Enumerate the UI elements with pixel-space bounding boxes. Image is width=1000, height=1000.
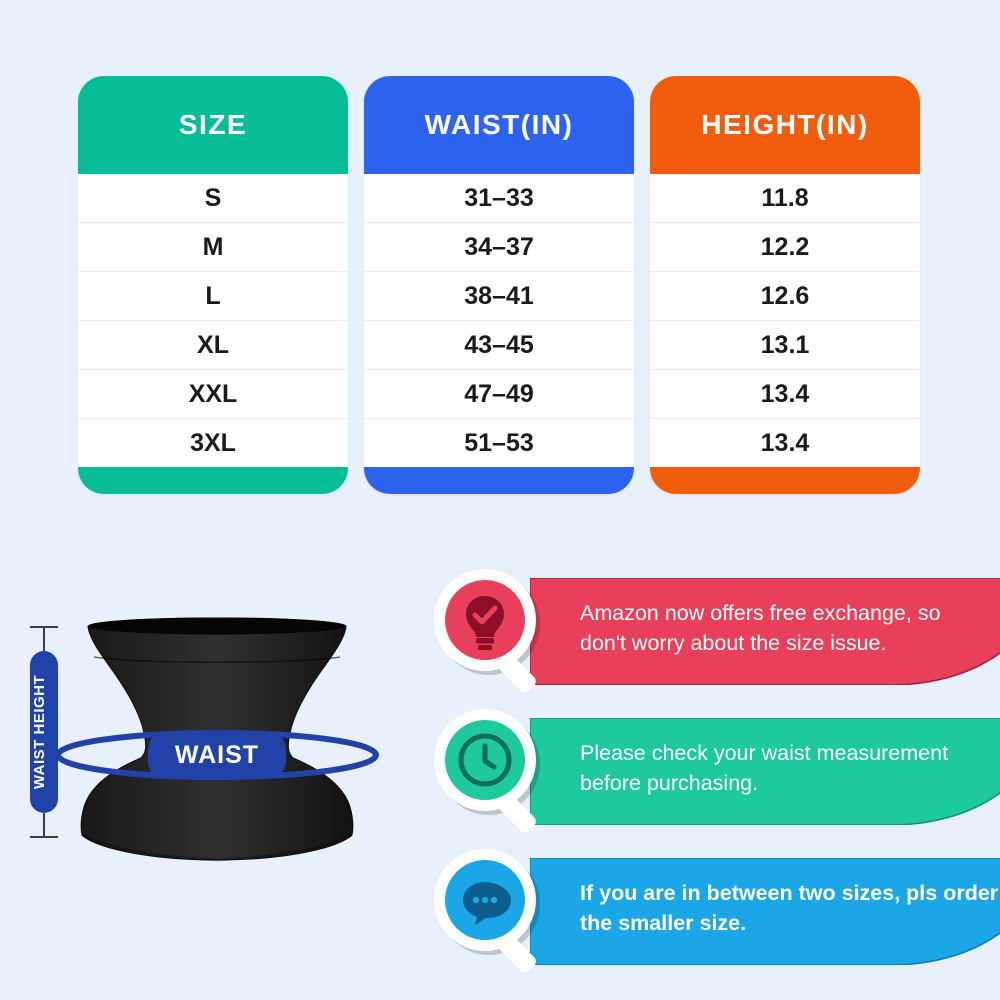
svg-text:WAIST: WAIST [175, 741, 259, 769]
svg-text:WAIST HEIGHT: WAIST HEIGHT [31, 675, 48, 789]
